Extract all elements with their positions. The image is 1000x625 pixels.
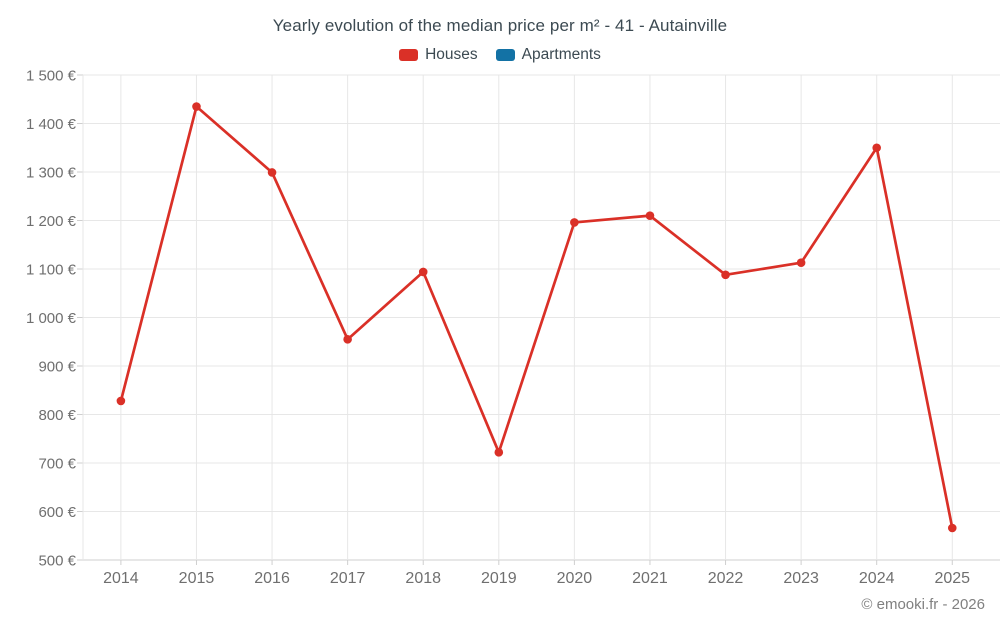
- data-point[interactable]: [947, 523, 957, 533]
- legend-item-apartments[interactable]: Apartments: [495, 46, 601, 64]
- legend-label-houses: Houses: [425, 46, 478, 63]
- y-axis-label: 1 500 €: [26, 68, 77, 85]
- x-axis-label: 2017: [330, 570, 366, 587]
- legend: Houses Apartments: [0, 46, 1000, 64]
- data-point[interactable]: [267, 168, 277, 177]
- y-axis-label: 800 €: [38, 407, 76, 424]
- x-axis-label: 2025: [934, 570, 970, 587]
- x-axis-label: 2023: [783, 570, 819, 587]
- data-point[interactable]: [418, 267, 428, 277]
- y-axis-label: 600 €: [38, 504, 76, 521]
- y-axis-label: 1 400 €: [26, 116, 77, 133]
- y-axis-label: 900 €: [38, 359, 76, 376]
- data-point[interactable]: [570, 218, 579, 227]
- x-axis-label: 2020: [557, 570, 593, 587]
- chart-title: Yearly evolution of the median price per…: [272, 16, 728, 35]
- x-axis-label: 2024: [859, 570, 895, 587]
- data-point[interactable]: [796, 258, 806, 267]
- data-point[interactable]: [343, 335, 352, 344]
- y-axis-label: 1 100 €: [26, 262, 77, 279]
- x-axis-label: 2014: [103, 570, 139, 587]
- y-axis-label: 500 €: [38, 553, 76, 570]
- x-axis-label: 2018: [405, 570, 441, 587]
- x-axis-label: 2022: [708, 570, 744, 587]
- data-point[interactable]: [494, 448, 504, 457]
- y-axis-label: 1 000 €: [26, 310, 77, 327]
- copyright: © emooki.fr - 2026: [861, 596, 985, 613]
- x-axis-label: 2021: [632, 570, 668, 587]
- x-axis-label: 2015: [179, 570, 215, 587]
- series-line-houses: [119, 105, 954, 530]
- y-axis-label: 1 300 €: [26, 165, 77, 182]
- y-axis-label: 1 200 €: [26, 213, 77, 230]
- x-axis-label: 2019: [481, 570, 517, 587]
- legend-item-houses[interactable]: Houses: [399, 46, 478, 64]
- houses-series-swatch: [399, 49, 419, 61]
- x-axis-label: 2016: [254, 570, 290, 587]
- y-axis-label: 700 €: [38, 456, 76, 473]
- data-point[interactable]: [721, 270, 730, 280]
- data-point[interactable]: [645, 211, 655, 220]
- data-point[interactable]: [192, 102, 201, 111]
- data-point[interactable]: [872, 143, 881, 153]
- apartments-series-swatch: [495, 49, 515, 61]
- legend-label-apartments: Apartments: [521, 46, 601, 63]
- data-point[interactable]: [116, 396, 126, 406]
